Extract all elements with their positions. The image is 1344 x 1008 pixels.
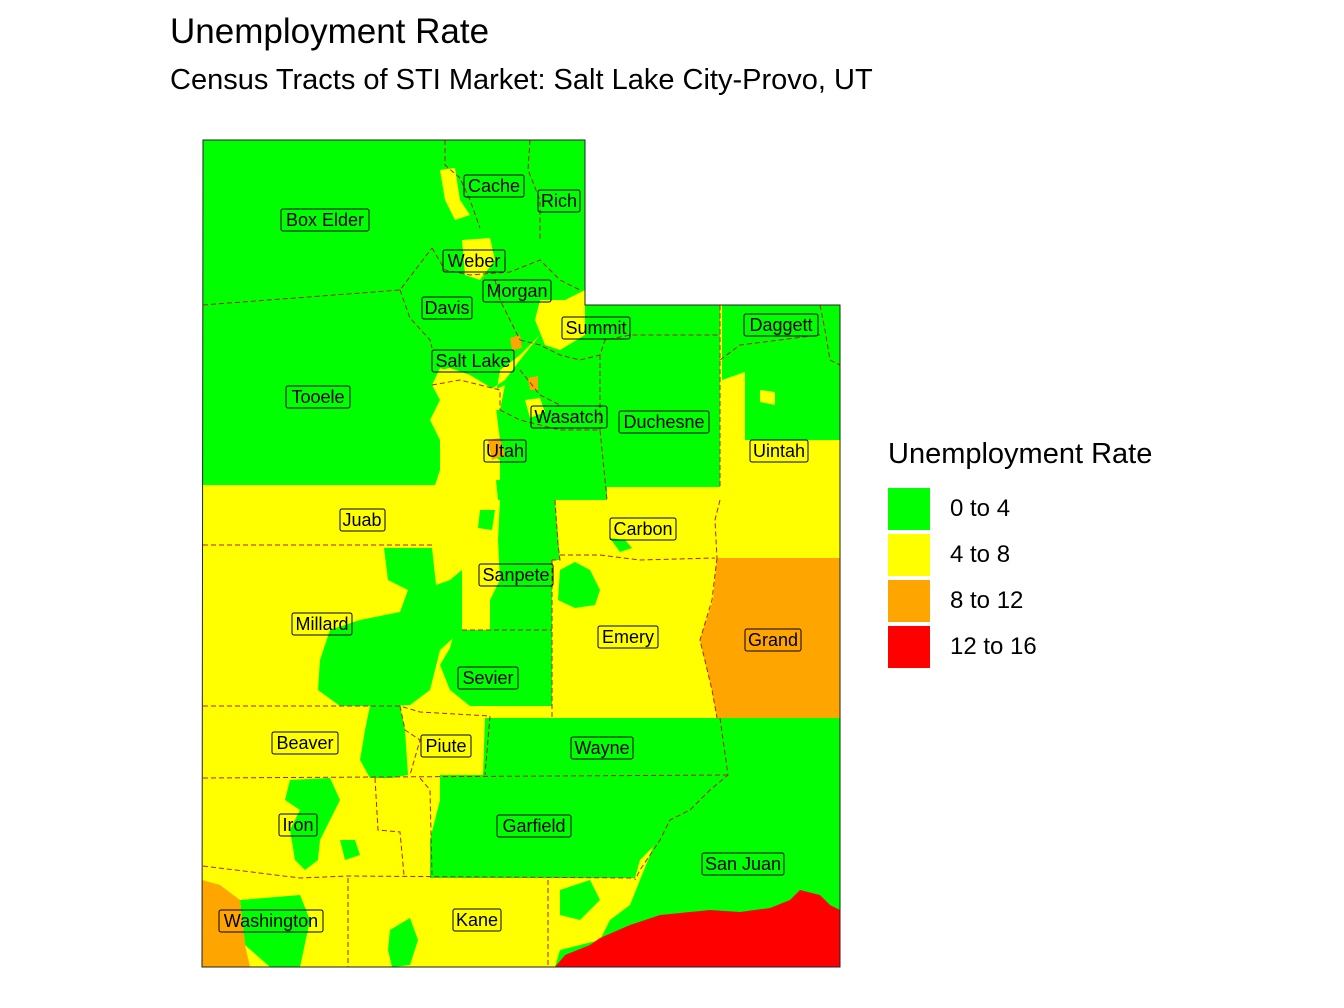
county-label-morgan: Morgan: [482, 279, 552, 303]
county-label-piute-text: Piute: [425, 736, 466, 756]
county-label-emery-text: Emery: [602, 627, 654, 647]
county-label-grand: Grand: [744, 628, 802, 652]
county-label-tooele: Tooele: [285, 385, 351, 409]
county-label-iron: Iron: [278, 813, 318, 837]
county-label-juab: Juab: [339, 508, 386, 532]
county-label-tooele-text: Tooele: [291, 387, 344, 407]
county-label-wasatch-text: Wasatch: [534, 407, 603, 427]
county-label-wasatch: Wasatch: [530, 405, 608, 429]
county-label-millard: Millard: [291, 612, 353, 636]
county-label-box-elder: Box Elder: [280, 208, 370, 232]
county-label-kane-text: Kane: [456, 910, 498, 930]
legend-label: 0 to 4: [950, 495, 1011, 522]
county-label-cache: Cache: [463, 174, 525, 198]
green-tracts: [203, 140, 840, 967]
county-label-emery: Emery: [597, 625, 659, 649]
county-label-wayne-text: Wayne: [574, 738, 629, 758]
legend-swatch: [888, 534, 930, 576]
legend: Unemployment Rate 0 to 4 4 to 8 8 to 12 …: [888, 436, 1152, 670]
county-label-rich: Rich: [537, 189, 581, 213]
county-label-piute: Piute: [420, 734, 472, 758]
county-label-daggett: Daggett: [743, 313, 819, 337]
county-label-uintah-text: Uintah: [753, 441, 805, 461]
county-label-sanpete-text: Sanpete: [482, 565, 549, 585]
county-label-davis: Davis: [421, 296, 473, 320]
county-labels: Cache Rich Box Elder Weber Morgan Davis …: [218, 174, 819, 933]
map-subtitle: Census Tracts of STI Market: Salt Lake C…: [170, 64, 873, 96]
county-label-sevier: Sevier: [457, 666, 519, 690]
county-label-uintah: Uintah: [749, 439, 809, 463]
county-label-sanpete: Sanpete: [478, 563, 554, 587]
county-label-utah: Utah: [483, 439, 527, 463]
legend-title: Unemployment Rate: [888, 438, 1153, 470]
county-label-morgan-text: Morgan: [486, 281, 547, 301]
legend-item: 12 to 16: [888, 624, 1152, 670]
state-outline: [201, 139, 841, 968]
map-title: Unemployment Rate: [170, 12, 490, 51]
county-label-juab-text: Juab: [342, 510, 381, 530]
legend-swatch: [888, 488, 930, 530]
county-label-cache-text: Cache: [468, 176, 520, 196]
county-label-beaver-text: Beaver: [276, 733, 333, 753]
county-label-garfield: Garfield: [496, 814, 572, 838]
county-label-grand-text: Grand: [748, 630, 798, 650]
yellow-tracts: [432, 168, 840, 558]
county-label-summit: Summit: [561, 316, 631, 340]
county-label-carbon: Carbon: [609, 517, 677, 541]
county-label-summit-text: Summit: [565, 318, 626, 338]
county-label-iron-text: Iron: [282, 815, 313, 835]
legend-label: 12 to 16: [950, 633, 1037, 660]
county-label-rich-text: Rich: [541, 191, 577, 211]
legend-item: 8 to 12: [888, 578, 1152, 624]
county-label-washington-text: Washington: [224, 911, 318, 931]
county-label-beaver: Beaver: [271, 731, 339, 755]
legend-label: 8 to 12: [950, 587, 1024, 614]
county-label-sevier-text: Sevier: [462, 668, 513, 688]
legend-swatch: [888, 626, 930, 668]
county-borders: [202, 139, 841, 967]
county-label-duchesne-text: Duchesne: [623, 412, 704, 432]
county-label-box-elder-text: Box Elder: [286, 210, 364, 230]
county-label-duchesne: Duchesne: [618, 410, 710, 434]
county-label-salt-lake-text: Salt Lake: [435, 351, 510, 371]
county-label-washington: Washington: [218, 909, 324, 933]
county-label-garfield-text: Garfield: [502, 816, 565, 836]
county-label-weber: Weber: [442, 249, 506, 273]
county-label-wayne: Wayne: [570, 736, 634, 760]
county-label-carbon-text: Carbon: [613, 519, 672, 539]
county-label-salt-lake: Salt Lake: [431, 349, 515, 373]
county-label-millard-text: Millard: [295, 614, 348, 634]
county-label-davis-text: Davis: [424, 298, 469, 318]
county-label-kane: Kane: [452, 908, 502, 932]
county-label-weber-text: Weber: [448, 251, 501, 271]
county-label-san-juan-text: San Juan: [705, 854, 781, 874]
county-label-san-juan: San Juan: [701, 852, 785, 876]
red-tracts: [555, 890, 840, 967]
orange-tracts: [202, 335, 840, 967]
county-label-utah-text: Utah: [486, 441, 524, 461]
county-label-daggett-text: Daggett: [749, 315, 812, 335]
legend-label: 4 to 8: [950, 541, 1011, 568]
legend-item: 0 to 4: [888, 486, 1152, 532]
legend-item: 4 to 8: [888, 532, 1152, 578]
legend-swatch: [888, 580, 930, 622]
